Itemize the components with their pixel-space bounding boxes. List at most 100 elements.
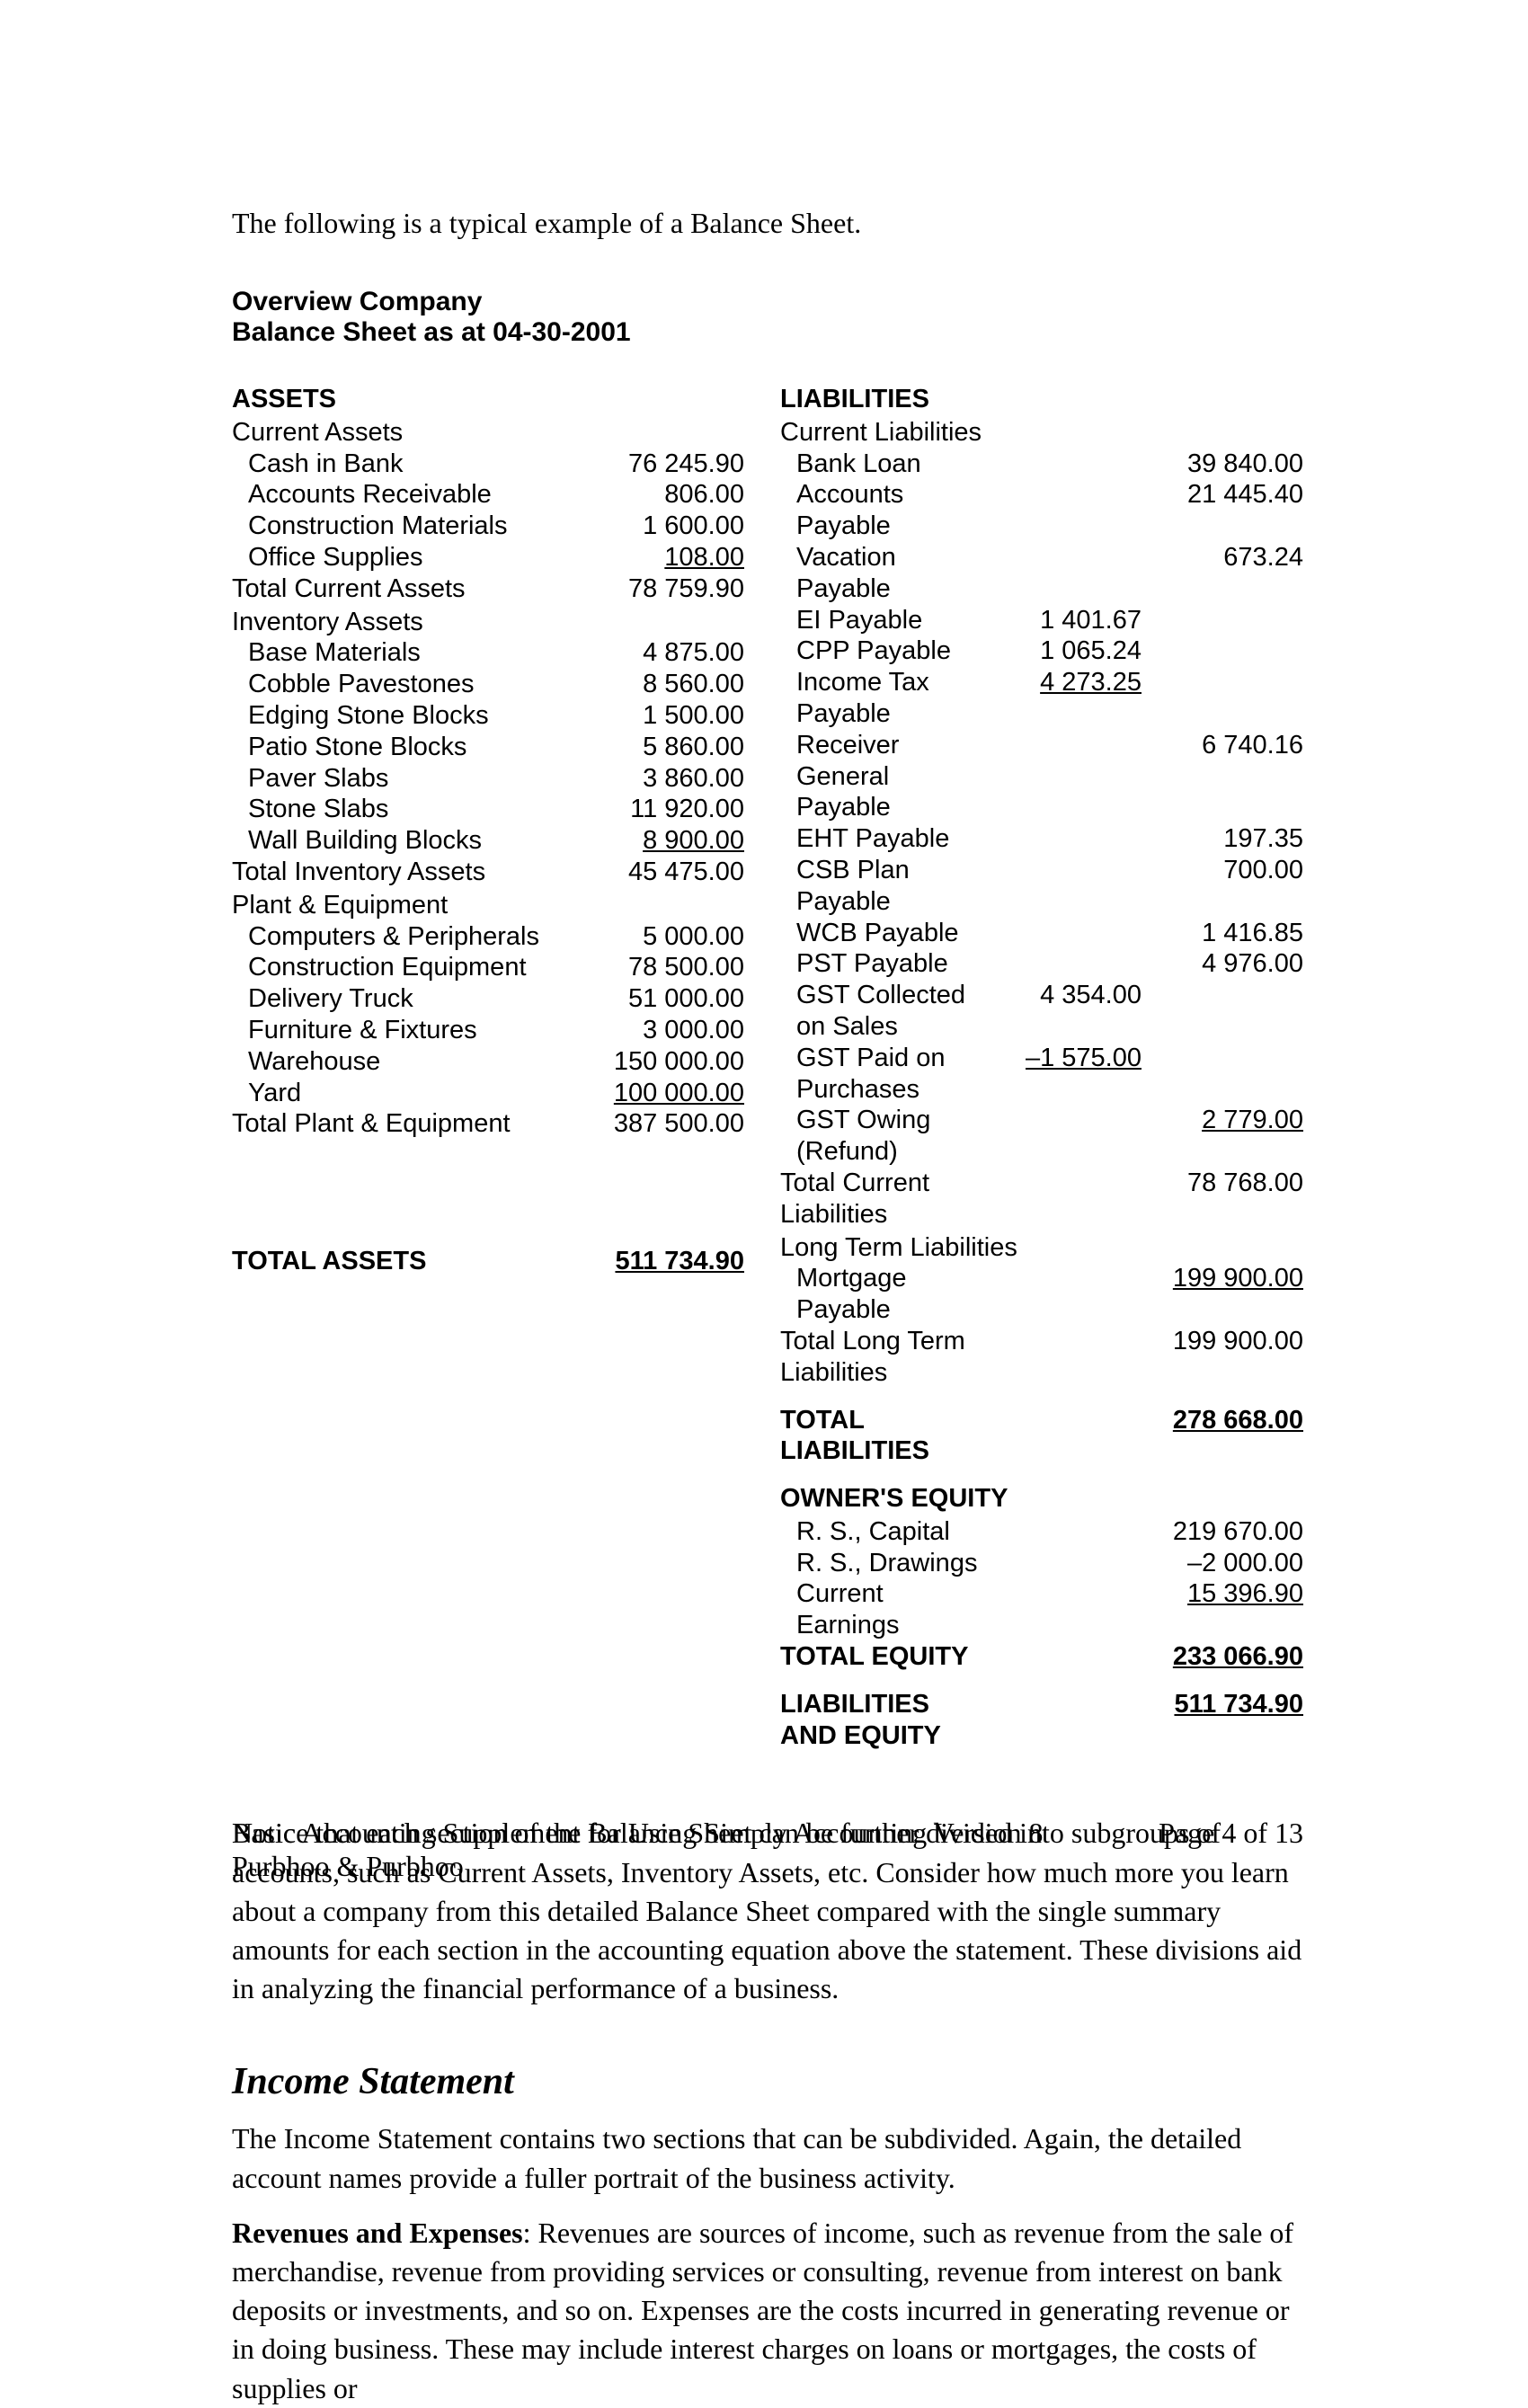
row-rg: Receiver General Payable6 740.16 bbox=[780, 730, 1303, 823]
label: R. S., Capital bbox=[780, 1516, 989, 1548]
row-cequip: Construction Equipment78 500.00 bbox=[232, 952, 744, 983]
value: 197.35 bbox=[1150, 823, 1303, 855]
label: TOTAL ASSETS bbox=[232, 1246, 581, 1277]
label: Receiver General Payable bbox=[780, 730, 989, 823]
label: Edging Stone Blocks bbox=[232, 700, 581, 732]
row-total-current-assets: Total Current Assets78 759.90 bbox=[232, 573, 744, 605]
row-truck: Delivery Truck51 000.00 bbox=[232, 983, 744, 1015]
value: 233 066.90 bbox=[1150, 1641, 1303, 1673]
row-wcb: WCB Payable1 416.85 bbox=[780, 918, 1303, 949]
value: 2 779.00 bbox=[1150, 1105, 1303, 1136]
label: Accounts Payable bbox=[780, 479, 989, 542]
value: 45 475.00 bbox=[591, 857, 744, 888]
row-ware: Warehouse 150 000.00 bbox=[232, 1046, 744, 1078]
row-liab-and-equity: LIABILITIES AND EQUITY 511 734.90 bbox=[780, 1689, 1303, 1752]
value: 700.00 bbox=[1150, 855, 1303, 886]
subvalue: –1 575.00 bbox=[998, 1043, 1142, 1074]
label: PST Payable bbox=[780, 948, 989, 980]
current-assets-heading: Current Assets bbox=[232, 417, 744, 449]
label: Warehouse bbox=[232, 1046, 581, 1078]
value: 8 900.00 bbox=[591, 825, 744, 857]
value: 4 976.00 bbox=[1150, 948, 1303, 980]
row-total-long: Total Long Term Liabilities199 900.00 bbox=[780, 1326, 1303, 1389]
value: –2 000.00 bbox=[1150, 1548, 1303, 1579]
row-ei: EI Payable 1 401.67 bbox=[780, 605, 1303, 636]
value: 199 900.00 bbox=[1150, 1263, 1303, 1294]
label: EI Payable bbox=[780, 605, 989, 636]
value: 806.00 bbox=[591, 479, 744, 511]
value: 1 600.00 bbox=[591, 511, 744, 542]
label: Vacation Payable bbox=[780, 542, 989, 605]
label: Cobble Pavestones bbox=[232, 669, 581, 700]
row-edge: Edging Stone Blocks1 500.00 bbox=[232, 700, 744, 732]
label: Construction Equipment bbox=[232, 952, 581, 983]
row-gstc: GST Collected on Sales4 354.00 bbox=[780, 980, 1303, 1043]
label: Total Inventory Assets bbox=[232, 857, 581, 888]
value: 1 416.85 bbox=[1150, 918, 1303, 949]
value: 511 734.90 bbox=[1150, 1689, 1303, 1720]
label: LIABILITIES AND EQUITY bbox=[780, 1689, 989, 1752]
label: EHT Payable bbox=[780, 823, 989, 855]
current-liab-heading: Current Liabilities bbox=[780, 417, 1303, 449]
row-total-plant: Total Plant & Equipment387 500.00 bbox=[232, 1108, 744, 1140]
footer-title: Basic Accounting Supplement for Using Si… bbox=[232, 1817, 1043, 1850]
value: 39 840.00 bbox=[1150, 449, 1303, 480]
balance-date: Balance Sheet as at 04-30-2001 bbox=[232, 317, 1303, 348]
intro-text: The following is a typical example of a … bbox=[232, 207, 1303, 240]
p2-lead: Revenues and Expenses bbox=[232, 2217, 523, 2249]
liabilities-heading: LIABILITIES bbox=[780, 384, 1303, 415]
value: 11 920.00 bbox=[591, 794, 744, 825]
label: TOTAL LIABILITIES bbox=[780, 1405, 989, 1468]
page: The following is a typical example of a … bbox=[0, 0, 1528, 1977]
value: 21 445.40 bbox=[1150, 479, 1303, 511]
row-bank: Bank Loan39 840.00 bbox=[780, 449, 1303, 480]
label: Mortgage Payable bbox=[780, 1263, 989, 1326]
income-statement-title: Income Statement bbox=[232, 2060, 1303, 2103]
value: 219 670.00 bbox=[1150, 1516, 1303, 1548]
value: 150 000.00 bbox=[591, 1046, 744, 1078]
label: Total Current Liabilities bbox=[780, 1168, 989, 1231]
label: Total Long Term Liabilities bbox=[780, 1326, 989, 1389]
subvalue: 4 354.00 bbox=[998, 980, 1142, 1011]
value: 78 759.90 bbox=[591, 573, 744, 605]
label: Cash in Bank bbox=[232, 449, 581, 480]
row-pst: PST Payable 4 976.00 bbox=[780, 948, 1303, 980]
row-paver: Paver Slabs3 860.00 bbox=[232, 763, 744, 795]
row-eht: EHT Payable 197.35 bbox=[780, 823, 1303, 855]
row-total-liabilities: TOTAL LIABILITIES278 668.00 bbox=[780, 1405, 1303, 1468]
label: TOTAL EQUITY bbox=[780, 1641, 989, 1673]
label: Base Materials bbox=[232, 637, 581, 669]
row-wall: Wall Building Blocks 8 900.00 bbox=[232, 825, 744, 857]
label: Income Tax Payable bbox=[780, 667, 989, 730]
footer-author: Purbhoo & Purbhoo bbox=[232, 1850, 1043, 1883]
row-furn: Furniture & Fixtures3 000.00 bbox=[232, 1015, 744, 1046]
row-itax: Income Tax Payable4 273.25 bbox=[780, 667, 1303, 730]
subvalue: 1 065.24 bbox=[998, 635, 1142, 667]
label: GST Owing (Refund) bbox=[780, 1105, 989, 1168]
value: 108.00 bbox=[591, 542, 744, 573]
footer-left: Basic Accounting Supplement for Using Si… bbox=[232, 1817, 1043, 1883]
value: 8 560.00 bbox=[591, 669, 744, 700]
row-total-current-liab: Total Current Liabilities78 768.00 bbox=[780, 1168, 1303, 1231]
equity-heading: OWNER'S EQUITY bbox=[780, 1483, 1303, 1515]
row-total-assets: TOTAL ASSETS511 734.90 bbox=[232, 1246, 744, 1277]
subvalue: 1 401.67 bbox=[998, 605, 1142, 636]
company-name: Overview Company bbox=[232, 287, 1303, 317]
row-earnings: Current Earnings15 396.90 bbox=[780, 1578, 1303, 1641]
liabilities-column: LIABILITIES Current Liabilities Bank Loa… bbox=[780, 384, 1303, 1751]
label: Furniture & Fixtures bbox=[232, 1015, 581, 1046]
label: Construction Materials bbox=[232, 511, 581, 542]
label: Stone Slabs bbox=[232, 794, 581, 825]
income-p2: Revenues and Expenses: Revenues are sour… bbox=[232, 2214, 1303, 2408]
label: Yard bbox=[232, 1078, 581, 1109]
label: Wall Building Blocks bbox=[232, 825, 581, 857]
value: 76 245.90 bbox=[591, 449, 744, 480]
row-stone: Stone Slabs 11 920.00 bbox=[232, 794, 744, 825]
row-cobble: Cobble Pavestones 8 560.00 bbox=[232, 669, 744, 700]
label: CPP Payable bbox=[780, 635, 989, 667]
row-total-equity: TOTAL EQUITY 233 066.90 bbox=[780, 1641, 1303, 1673]
value: 5 860.00 bbox=[591, 732, 744, 763]
inventory-heading: Inventory Assets bbox=[232, 607, 744, 638]
label: Current Earnings bbox=[780, 1578, 989, 1641]
label: Accounts Receivable bbox=[232, 479, 581, 511]
